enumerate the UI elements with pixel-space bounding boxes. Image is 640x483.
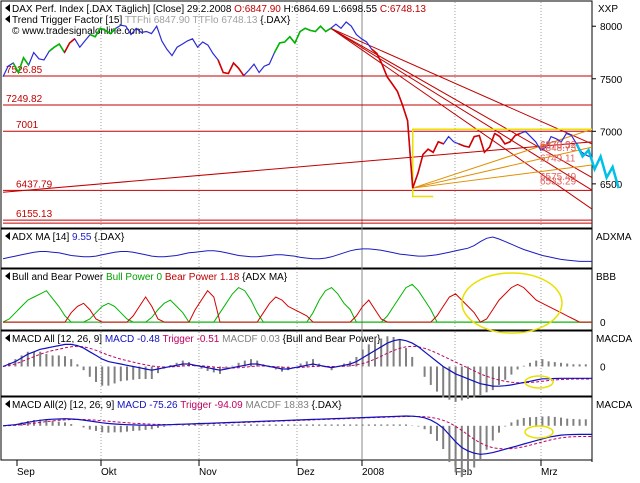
macd2-header-part-2: Trigger -94.09 bbox=[180, 400, 245, 411]
price-tick-label-3: 6500 bbox=[600, 180, 623, 191]
level-label-1: 7249.82 bbox=[6, 94, 43, 105]
up-segment-1 bbox=[48, 43, 66, 53]
up-segment-4 bbox=[299, 25, 332, 33]
macd1-header-part-0: MACD All [12, 26, 9] bbox=[12, 334, 105, 345]
month-label-0: Sep bbox=[17, 467, 35, 478]
adx-header-part-1: 9.55 bbox=[72, 232, 92, 243]
marker-label-0: 6879.32 bbox=[540, 140, 577, 151]
collapse-icon bbox=[5, 334, 10, 342]
price-header-1-part-0: Trend Trigger Factor [15] bbox=[12, 15, 125, 26]
down-segment-2 bbox=[371, 48, 444, 189]
level-label-4: 6155.13 bbox=[16, 209, 53, 220]
bbp-header-part-1: Bull Power 0 bbox=[106, 272, 165, 283]
trend-line-5 bbox=[412, 128, 593, 189]
up-segment-2 bbox=[89, 27, 117, 38]
price-header-0-part-0: DAX Perf. Index [.DAX Täglich] [Close] 2… bbox=[12, 4, 234, 15]
adx-header: ADX MA [14] 9.55 {.DAX} bbox=[12, 232, 125, 243]
adx-axis-title: ADXMA bbox=[596, 232, 632, 243]
projection-line bbox=[575, 143, 620, 189]
macd1-macd-line bbox=[2, 338, 592, 387]
price-header-0-part-1: O:6847.90 bbox=[234, 4, 283, 15]
bbp-axis-title: BBB bbox=[596, 272, 616, 283]
macd2-header-part-4: {.DAX} bbox=[309, 400, 342, 411]
macd2-header-part-1: MACD -75.26 bbox=[117, 400, 180, 411]
price-header-1: Trend Trigger Factor [15] TTFhi 6847.90 … bbox=[12, 15, 291, 26]
bbp-highlight-ellipse bbox=[461, 272, 563, 334]
trend-line-7 bbox=[412, 164, 593, 189]
macd1-header: MACD All [12, 26, 9] MACD -0.48 Trigger … bbox=[12, 334, 381, 345]
bbp-header-part-2: Bear Power 1.18 bbox=[165, 272, 240, 283]
down-segment-1 bbox=[217, 59, 245, 77]
trend-line-0 bbox=[330, 27, 593, 145]
bbp-header-part-3: {ADX MA} bbox=[239, 272, 287, 283]
bear-power-line bbox=[3, 283, 592, 323]
trend-line-4 bbox=[2, 141, 593, 193]
trend-line-3 bbox=[330, 27, 593, 210]
bbp-header-part-0: Bull and Bear Power bbox=[12, 272, 106, 283]
collapse-icon bbox=[5, 4, 10, 12]
down-segment-3 bbox=[458, 133, 496, 154]
month-label-6: Mrz bbox=[541, 467, 558, 478]
marker-label-5: 6533.29 bbox=[540, 176, 577, 187]
macd2-macd-line bbox=[2, 415, 592, 455]
macd2-header-part-3: MACDF 18.83 bbox=[245, 400, 309, 411]
trend-line-1 bbox=[330, 27, 593, 178]
price-tick-label-0: 8000 bbox=[600, 22, 623, 33]
price-tick-label-1: 7500 bbox=[600, 75, 623, 86]
marker-label-2: 6848.73 bbox=[540, 143, 577, 154]
bbp-header: Bull and Bear Power Bull Power 0 Bear Po… bbox=[12, 272, 288, 283]
consolidation-box bbox=[411, 128, 592, 198]
month-label-4: 2008 bbox=[362, 467, 385, 478]
macd1-header-part-4: {Bull and Bear Power} bbox=[280, 334, 381, 345]
month-label-3: Dez bbox=[297, 467, 315, 478]
level-label-2: 7001 bbox=[16, 120, 39, 131]
collapse-icon bbox=[5, 232, 10, 240]
bbp-tick-label-0: 0 bbox=[600, 318, 606, 329]
macd1-header-part-2: Trigger -0.51 bbox=[162, 334, 222, 345]
up-segment-3 bbox=[273, 31, 301, 53]
price-header-2-part-0: © www.tradesignalonline.com bbox=[12, 26, 143, 37]
trend-line-2 bbox=[330, 27, 593, 191]
collapse-icon bbox=[5, 400, 10, 408]
marker-label-1: 6873.5 bbox=[540, 141, 571, 152]
macd2-highlight-ellipse bbox=[524, 425, 554, 439]
macd1-header-part-3: MACDF 0.03 bbox=[222, 334, 280, 345]
macd2-header: MACD All(2) [12, 26, 9] MACD -75.26 Trig… bbox=[12, 400, 342, 411]
macd1-highlight-ellipse bbox=[524, 375, 554, 389]
price-header-0-part-3: C:6748.13 bbox=[380, 4, 427, 15]
down-segment-4 bbox=[494, 132, 521, 145]
macd1-tick-label-0: 0 bbox=[600, 363, 606, 374]
price-tick-label-2: 7000 bbox=[600, 127, 623, 138]
adx-header-part-2: {.DAX} bbox=[92, 232, 125, 243]
adx-header-part-0: ADX MA [14] bbox=[12, 232, 72, 243]
month-label-5: Feb bbox=[455, 467, 473, 478]
marker-label-3: 6749.11 bbox=[540, 154, 576, 165]
trend-line-6 bbox=[412, 146, 593, 189]
marker-label-4: 6575.49 bbox=[540, 172, 577, 183]
bull-power-line bbox=[2, 283, 592, 323]
price-header-1-part-2: {.DAX} bbox=[260, 15, 291, 26]
month-label-1: Okt bbox=[101, 467, 117, 478]
macd1-header-part-1: MACD -0.48 bbox=[105, 334, 163, 345]
price-header-0-part-2: H:6864.69 L:6698.55 bbox=[284, 4, 380, 15]
macd2-axis-title: MACDA bbox=[596, 400, 632, 411]
level-label-0: 7526.85 bbox=[6, 65, 43, 76]
collapse-icon bbox=[5, 272, 10, 280]
adx-series-line bbox=[2, 236, 592, 262]
level-label-3: 6437.79 bbox=[16, 179, 53, 190]
collapse-icon bbox=[5, 15, 10, 23]
macd1-axis-title: MACDA bbox=[596, 334, 632, 345]
price-header-1-part-1: TTFhi 6847.90 TTFlo 6748.13 bbox=[125, 15, 260, 26]
down-segment-0 bbox=[63, 38, 76, 53]
up-segment-0 bbox=[12, 56, 30, 75]
macd2-header-part-0: MACD All(2) [12, 26, 9] bbox=[12, 400, 117, 411]
price-header-0: DAX Perf. Index [.DAX Täglich] [Close] 2… bbox=[12, 4, 426, 15]
month-label-2: Nov bbox=[199, 467, 217, 478]
price-axis-title: XXP bbox=[598, 4, 618, 15]
price-header-2: © www.tradesignalonline.com bbox=[12, 26, 143, 37]
